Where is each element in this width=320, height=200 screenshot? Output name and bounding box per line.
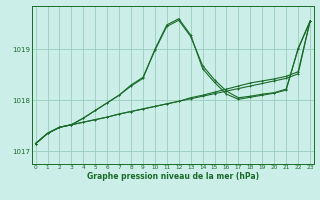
X-axis label: Graphe pression niveau de la mer (hPa): Graphe pression niveau de la mer (hPa) — [87, 172, 259, 181]
